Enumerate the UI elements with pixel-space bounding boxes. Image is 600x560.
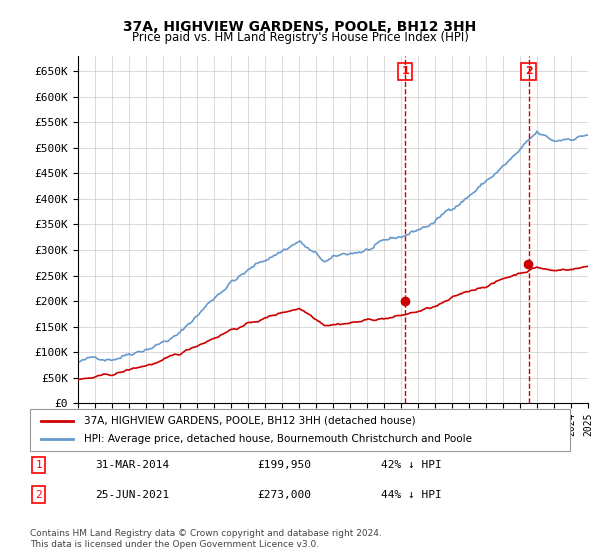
Text: 1: 1 (35, 460, 42, 470)
Text: 2: 2 (35, 489, 42, 500)
Text: 37A, HIGHVIEW GARDENS, POOLE, BH12 3HH: 37A, HIGHVIEW GARDENS, POOLE, BH12 3HH (124, 20, 476, 34)
Text: 25-JUN-2021: 25-JUN-2021 (95, 489, 169, 500)
Text: £273,000: £273,000 (257, 489, 311, 500)
Text: 44% ↓ HPI: 44% ↓ HPI (381, 489, 442, 500)
Text: Contains HM Land Registry data © Crown copyright and database right 2024.
This d: Contains HM Land Registry data © Crown c… (30, 529, 382, 549)
Text: 1: 1 (401, 66, 409, 76)
Text: 42% ↓ HPI: 42% ↓ HPI (381, 460, 442, 470)
Text: 2: 2 (524, 66, 532, 76)
Text: £199,950: £199,950 (257, 460, 311, 470)
Text: HPI: Average price, detached house, Bournemouth Christchurch and Poole: HPI: Average price, detached house, Bour… (84, 434, 472, 444)
Text: 31-MAR-2014: 31-MAR-2014 (95, 460, 169, 470)
Text: Price paid vs. HM Land Registry's House Price Index (HPI): Price paid vs. HM Land Registry's House … (131, 31, 469, 44)
FancyBboxPatch shape (30, 409, 570, 451)
Text: 37A, HIGHVIEW GARDENS, POOLE, BH12 3HH (detached house): 37A, HIGHVIEW GARDENS, POOLE, BH12 3HH (… (84, 416, 416, 426)
